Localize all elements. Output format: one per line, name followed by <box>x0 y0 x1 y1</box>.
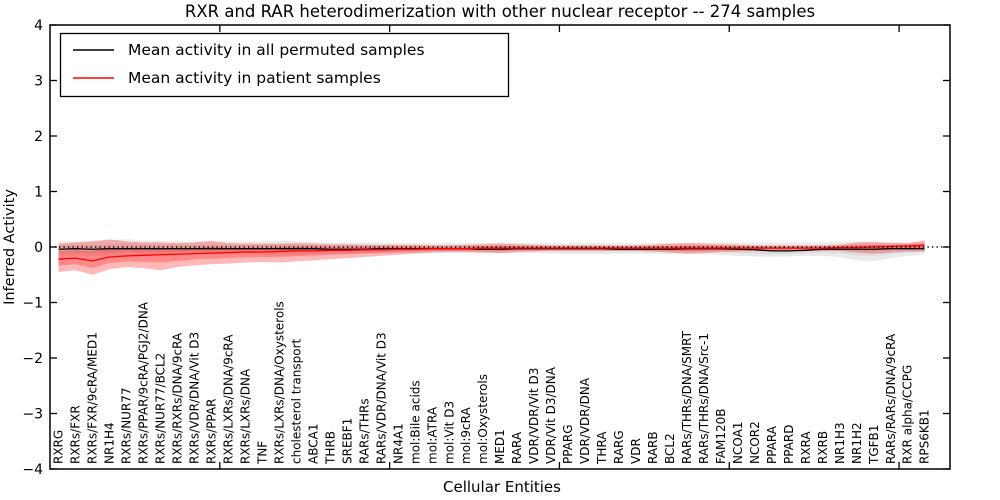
x-tick-label: RXRB <box>816 431 830 464</box>
x-axis-label: Cellular Entities <box>443 478 561 496</box>
x-tick-label: RXRs/FXR/9cRA/MED1 <box>86 332 100 464</box>
x-tick-label: SREBF1 <box>340 418 354 464</box>
y-tick-label: −4 <box>22 462 43 478</box>
y-tick-label: −1 <box>22 296 43 312</box>
x-tick-label: NR4A1 <box>391 423 405 464</box>
x-tick-label: RARs/THRs <box>357 398 371 464</box>
x-tick-label: ABCA1 <box>306 424 320 464</box>
x-tick-label: RXR alpha/CCPG <box>901 365 915 464</box>
x-tick-label: PPARG <box>561 424 575 464</box>
x-tick-label: mol:ATRA <box>425 406 439 464</box>
chart-title: RXR and RAR heterodimerization with othe… <box>185 2 815 21</box>
y-tick-label: 3 <box>34 74 43 90</box>
x-tick-label: RXRA <box>799 431 813 464</box>
legend-label-permuted-samples: Mean activity in all permuted samples <box>128 41 425 59</box>
x-tick-label: RXRs/VDR/DNA/Vit D3 <box>188 332 202 464</box>
x-tick-label: mol:Oxysterols <box>476 374 490 464</box>
x-tick-label: NR1H2 <box>850 422 864 464</box>
x-tick-label: RXRs/LXRs/DNA/Oxysterols <box>272 301 286 464</box>
x-tick-label: cholesterol transport <box>289 338 303 464</box>
y-tick-label: −2 <box>22 351 43 367</box>
x-tick-label: PPARA <box>765 425 779 464</box>
x-tick-label: RXRG <box>52 430 66 464</box>
x-tick-label: RXRs/NUR77/BCL2 <box>154 353 168 464</box>
legend-box <box>59 32 510 98</box>
x-tick-label: mol:Vit D3 <box>442 401 456 464</box>
x-tick-label: RARG <box>612 430 626 464</box>
x-tick-label: TNF <box>256 441 270 465</box>
x-tick-label: RXRs/NUR77 <box>120 387 134 464</box>
y-tick-label: 1 <box>34 185 43 201</box>
x-tick-label: RARs/THRs/DNA/Src-1 <box>697 333 711 464</box>
x-tick-label: RARs/THRs/DNA/SMRT <box>680 330 694 464</box>
x-tick-label: RPS6KB1 <box>918 409 932 464</box>
x-tick-label: MED1 <box>493 429 507 464</box>
permuted-band-outer <box>58 239 925 262</box>
x-tick-label: RARs/RARs/DNA/9cRA <box>884 333 898 464</box>
x-tick-label: mol:9cRA <box>459 407 473 464</box>
x-tick-label: FAM120B <box>714 409 728 465</box>
x-tick-label: RXRs/LXRs/DNA <box>239 368 253 464</box>
x-tick-label: THRB <box>323 431 337 465</box>
x-tick-label: RARA <box>510 431 524 464</box>
y-axis-label: Inferred Activity <box>2 189 18 305</box>
legend-label-patient-samples: Mean activity in patient samples <box>128 69 381 87</box>
y-tick-label: −3 <box>22 407 43 423</box>
x-tick-label: VDR/Vit D3/DNA <box>544 366 558 464</box>
y-tick-label: 0 <box>34 240 43 256</box>
x-tick-label: NCOA1 <box>731 422 745 464</box>
x-tick-label: RARs/VDR/DNA/Vit D3 <box>374 332 388 464</box>
x-tick-label: RARB <box>646 431 660 464</box>
x-tick-label: RXRs/FXR <box>69 405 83 464</box>
permuted-mean-line <box>58 248 925 252</box>
y-tick-label: 4 <box>34 18 43 34</box>
x-tick-label: RXRs/RXRs/DNA/9cRA <box>171 332 185 464</box>
x-tick-label: PPARD <box>782 425 796 465</box>
x-tick-label: VDR/VDR/DNA <box>578 377 592 464</box>
x-tick-label: mol:Bile acids <box>408 380 422 464</box>
x-tick-label: TGFB1 <box>867 425 881 465</box>
plot-area: 4 3 2 1 0 −1 −2 −3 −4 RXRG RXRs/FXR RXRs/FXR/9cRA/M… <box>22 18 951 478</box>
patient-mean-line <box>58 244 925 262</box>
x-tick-label: BCL2 <box>663 433 677 464</box>
x-tick-label: RXRs/LXRs/DNA/9cRA <box>222 334 236 464</box>
x-tick-label: NR1H3 <box>833 422 847 464</box>
x-tick-label: VDR/VDR/Vit D3 <box>527 368 541 464</box>
x-tick-label: THRA <box>595 431 609 465</box>
x-tick-label: RXRs/PPAR <box>205 399 219 464</box>
legend: Mean activity in all permuted samples Me… <box>59 32 510 98</box>
x-tick-label: RXRs/PPAR/9cRA/PGJ2/DNA <box>137 301 151 464</box>
x-tick-label: NCOR2 <box>748 421 762 464</box>
x-tick-label: NR1H4 <box>103 422 117 464</box>
x-tick-label: VDR <box>629 438 643 464</box>
y-tick-label: 2 <box>34 129 43 145</box>
